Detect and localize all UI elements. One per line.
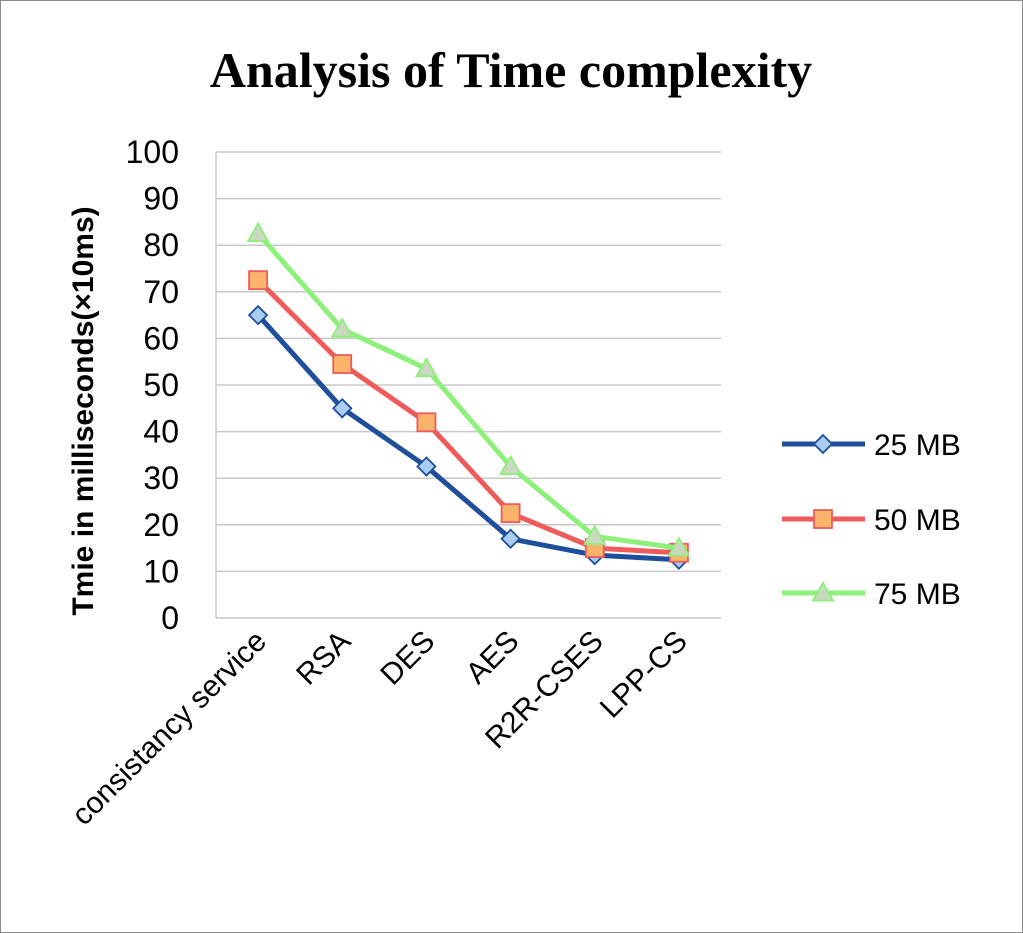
data-point xyxy=(500,528,521,550)
data-point xyxy=(330,317,354,338)
legend-label: 25 MB xyxy=(874,429,961,462)
data-point xyxy=(667,536,691,557)
data-point xyxy=(414,356,438,378)
x-tick-label: consistancy service xyxy=(66,625,273,832)
series-line xyxy=(256,231,680,551)
y-tick-label: 40 xyxy=(143,414,179,450)
y-tick-label: 20 xyxy=(143,507,179,543)
y-tick-label: 70 xyxy=(143,274,179,310)
y-tick-label: 60 xyxy=(143,320,179,356)
legend-marker xyxy=(811,581,835,602)
data-point xyxy=(416,412,437,433)
data-point xyxy=(248,270,268,291)
x-tick-label: DES xyxy=(374,625,441,692)
y-axis-label: Tmie in milliseconds(×10ms) xyxy=(67,206,100,615)
y-tick-label: 30 xyxy=(143,460,179,496)
data-point xyxy=(332,354,353,374)
series-line xyxy=(256,313,680,563)
data-point xyxy=(247,304,269,326)
y-axis-ticks: 0 10 20 30 40 50 60 70 80 90 100 xyxy=(126,134,179,636)
legend-marker xyxy=(813,509,833,529)
data-point xyxy=(499,454,523,475)
legend-item: 50 MB xyxy=(782,504,961,537)
data-point xyxy=(583,524,607,545)
x-axis-ticks: consistancy service RSA DES AESR2R-CSESLPP-… xyxy=(66,625,694,832)
legend-label: 75 MB xyxy=(874,578,961,611)
y-tick-label: 90 xyxy=(143,181,179,217)
legend-marker xyxy=(812,433,834,455)
y-tick-label: 100 xyxy=(126,134,179,170)
data-point xyxy=(416,456,437,477)
legend-item: 75 MB xyxy=(782,578,961,611)
gridlines xyxy=(215,151,721,619)
y-tick-label: 50 xyxy=(143,367,179,403)
y-tick-label: 80 xyxy=(143,227,179,263)
series-line xyxy=(256,278,680,556)
series-1 xyxy=(247,304,690,571)
x-tick-label: LPP-CS xyxy=(594,625,694,725)
x-tick-label: RSA xyxy=(290,625,357,692)
data-point xyxy=(500,503,521,524)
y-tick-label: 10 xyxy=(143,553,179,589)
chart-title: Analysis of Time complexity xyxy=(210,42,812,98)
legend: 25 MB 50 MB 75 MB xyxy=(782,429,961,611)
x-tick-label: AES xyxy=(460,625,526,691)
series-3 xyxy=(246,221,691,557)
series-lines xyxy=(246,221,691,571)
legend-label: 50 MB xyxy=(874,504,961,537)
y-tick-label: 0 xyxy=(161,600,179,636)
data-point xyxy=(246,221,270,242)
data-point xyxy=(331,398,353,419)
legend-item: 25 MB xyxy=(782,429,961,462)
